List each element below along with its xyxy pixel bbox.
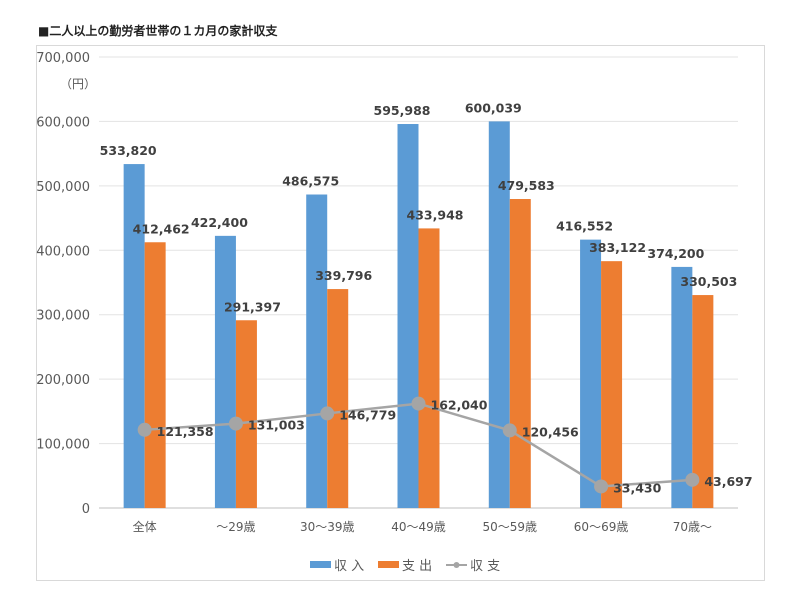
- line-point: [137, 422, 152, 437]
- x-tick-label: 70歳～: [673, 520, 712, 534]
- bar-expense: [418, 228, 440, 508]
- x-tick-label: 全体: [133, 519, 157, 534]
- data-label: 422,400: [191, 215, 248, 230]
- bar-income: [488, 121, 510, 508]
- x-tick-label: 60～69歳: [574, 520, 629, 534]
- chart-frame: [36, 45, 765, 581]
- line-point: [228, 416, 243, 431]
- x-tick-label: 50～59歳: [483, 520, 538, 534]
- data-label: 330,503: [680, 274, 737, 289]
- data-label: 533,820: [100, 143, 157, 158]
- bar-income: [397, 124, 419, 509]
- bar-expense: [235, 320, 257, 508]
- legend-swatch: [378, 561, 399, 568]
- y-tick-label: 700,000: [36, 51, 90, 66]
- data-label: 120,456: [522, 424, 579, 439]
- bar-income: [580, 239, 602, 508]
- data-label: 383,122: [589, 240, 646, 255]
- bar-expense: [327, 289, 349, 508]
- y-tick-label: 200,000: [36, 373, 90, 388]
- bar-income: [306, 194, 328, 508]
- data-label: 121,358: [157, 424, 214, 439]
- line-point: [594, 479, 609, 494]
- y-axis-label: （円）: [60, 77, 96, 91]
- data-label: 416,552: [556, 219, 613, 234]
- data-label: 486,575: [282, 174, 339, 189]
- bar-income: [214, 235, 236, 509]
- data-label: 146,779: [339, 407, 396, 422]
- data-label: 433,948: [407, 207, 464, 222]
- x-tick-label: 30～39歳: [300, 520, 355, 534]
- data-label: 600,039: [465, 100, 522, 115]
- data-label: 595,988: [374, 103, 431, 118]
- x-tick-label: ～29歳: [216, 520, 255, 534]
- y-tick-label: 400,000: [36, 244, 90, 259]
- data-label: 43,697: [704, 474, 752, 489]
- data-label: 33,430: [613, 480, 662, 495]
- data-label: 162,040: [431, 398, 488, 413]
- line-point: [411, 396, 426, 411]
- legend-label: 収 入: [334, 559, 364, 574]
- y-tick-label: 300,000: [36, 309, 90, 324]
- bar-income: [123, 164, 145, 509]
- bar-expense: [601, 261, 623, 508]
- y-tick-label: 100,000: [36, 438, 90, 453]
- y-tick-label: 500,000: [36, 180, 90, 195]
- data-label: 479,583: [498, 178, 555, 193]
- bar-income: [671, 266, 693, 508]
- line-point: [685, 472, 700, 487]
- data-label: 412,462: [133, 221, 190, 236]
- line-point: [320, 406, 335, 421]
- chart-title: ■二人以上の勤労者世帯の１カ月の家計収支: [38, 24, 278, 38]
- x-tick-label: 40～49歳: [391, 520, 446, 534]
- data-label: 291,397: [224, 299, 281, 314]
- y-tick-label: 600,000: [36, 115, 90, 130]
- bar-expense: [144, 242, 166, 508]
- data-label: 374,200: [647, 246, 704, 261]
- legend-marker: [453, 562, 460, 568]
- bar-expense: [509, 199, 531, 508]
- line-point: [502, 423, 517, 438]
- data-label: 131,003: [248, 418, 305, 433]
- legend-label: 支 出: [402, 559, 432, 574]
- legend-swatch: [310, 561, 331, 568]
- y-tick-label: 0: [82, 502, 90, 517]
- data-label: 339,796: [315, 268, 372, 283]
- legend-label: 収 支: [470, 559, 500, 574]
- bar-expense: [692, 295, 714, 508]
